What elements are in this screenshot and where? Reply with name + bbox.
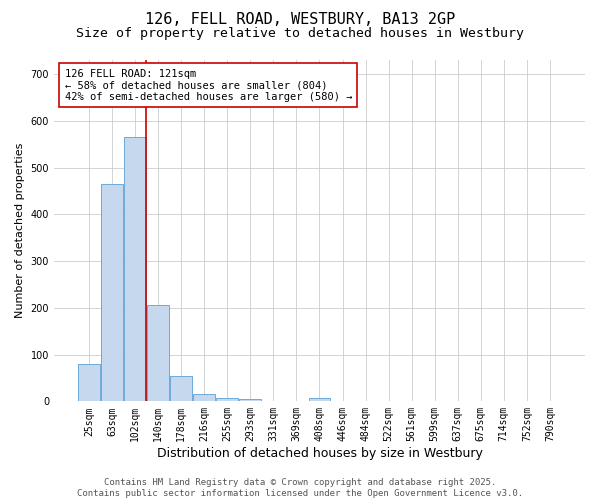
- Bar: [147, 304, 169, 402]
- Text: 126 FELL ROAD: 121sqm
← 58% of detached houses are smaller (804)
42% of semi-det: 126 FELL ROAD: 121sqm ← 58% of detached …: [65, 68, 352, 102]
- Bar: [239, 399, 261, 402]
- Text: Contains HM Land Registry data © Crown copyright and database right 2025.
Contai: Contains HM Land Registry data © Crown c…: [77, 478, 523, 498]
- Bar: [308, 398, 331, 402]
- Text: Size of property relative to detached houses in Westbury: Size of property relative to detached ho…: [76, 28, 524, 40]
- Bar: [101, 184, 123, 402]
- X-axis label: Distribution of detached houses by size in Westbury: Distribution of detached houses by size …: [157, 447, 482, 460]
- Bar: [78, 364, 100, 402]
- Y-axis label: Number of detached properties: Number of detached properties: [15, 143, 25, 318]
- Bar: [124, 137, 146, 402]
- Bar: [170, 376, 192, 402]
- Bar: [217, 398, 238, 402]
- Text: 126, FELL ROAD, WESTBURY, BA13 2GP: 126, FELL ROAD, WESTBURY, BA13 2GP: [145, 12, 455, 28]
- Bar: [193, 394, 215, 402]
